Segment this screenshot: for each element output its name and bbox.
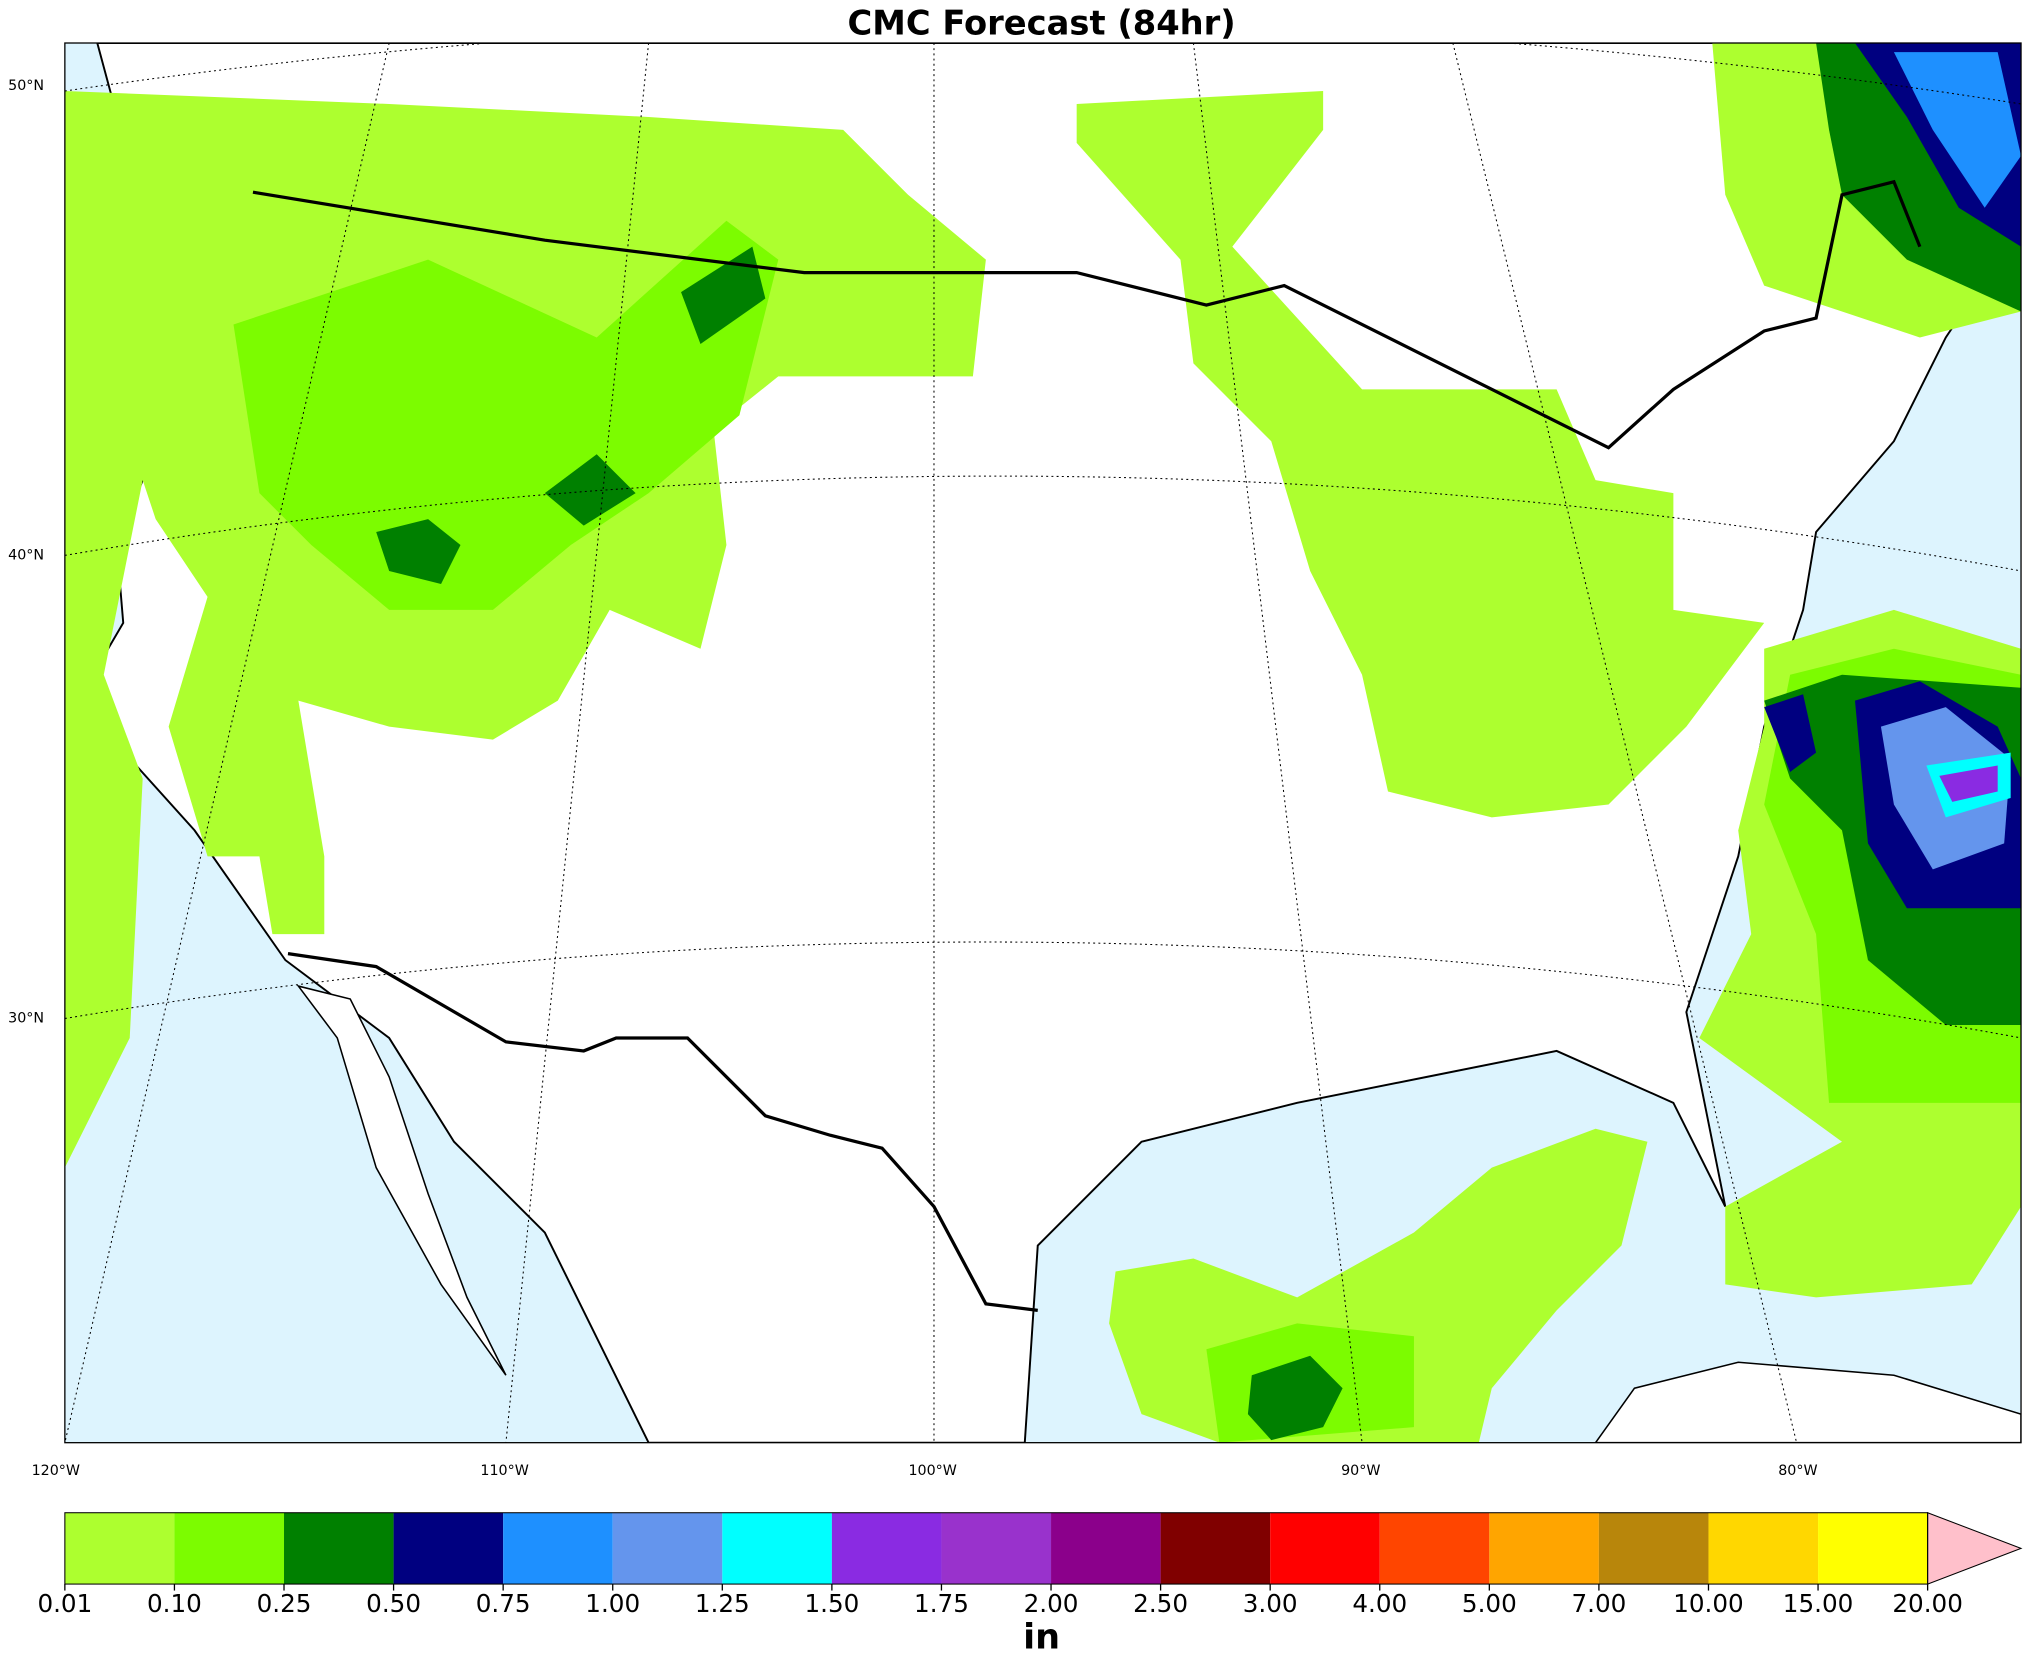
colorbar-frame: [64, 1512, 1929, 1585]
cuba: [1594, 1361, 2022, 1443]
colorbar-tick-label: 2.00: [1024, 1589, 1079, 1618]
colorbar-tick-label: 0.10: [147, 1589, 202, 1618]
colorbar-tick-label: 10.00: [1673, 1589, 1744, 1618]
colorbar-bin: [1379, 1512, 1490, 1585]
colorbar-bin: [941, 1512, 1052, 1585]
colorbar-tick-label: 0.01: [37, 1589, 92, 1618]
lon-label: 110°W: [480, 1463, 528, 1479]
us-canada-border: [252, 179, 1922, 450]
lon-label: 80°W: [1778, 1463, 1817, 1479]
colorbar-tick-label: 1.50: [804, 1589, 859, 1618]
colorbar-tick-label: 4.00: [1352, 1589, 1407, 1618]
colorbar-bin: [722, 1512, 832, 1585]
colorbar-tick-label: 0.50: [366, 1589, 421, 1618]
colorbar-tick-label: 5.00: [1462, 1589, 1517, 1618]
precip-west-heavy: [376, 246, 766, 584]
colorbar-tick-label: 1.25: [695, 1589, 750, 1618]
lat-label: 30°N: [8, 1010, 44, 1026]
colorbar-tick-label: 3.00: [1243, 1589, 1298, 1618]
colorbar-tick-label: 7.00: [1571, 1589, 1626, 1618]
colorbar-bin: [831, 1512, 942, 1585]
us-mexico-border: [287, 952, 1038, 1312]
colorbar-tick-label: 0.75: [476, 1589, 531, 1618]
colorbar-tick-label: 1.00: [585, 1589, 640, 1618]
precip-gulf-heavy: [1247, 1355, 1343, 1441]
colorbar-tick-label: 20.00: [1892, 1589, 1963, 1618]
map-frame: [64, 42, 2022, 1444]
colorbar-tick-label: 0.25: [257, 1589, 312, 1618]
precip-west-mid: [233, 220, 779, 610]
colorbar-bin: [64, 1512, 175, 1585]
precip-northeast: [1076, 91, 1765, 818]
lat-label: 40°N: [8, 547, 44, 563]
graticule: [64, 43, 2022, 1443]
colorbar-bin: [1708, 1512, 1819, 1585]
colorbar-bin: [503, 1512, 613, 1585]
map-title: CMC Forecast (84hr): [848, 3, 1236, 42]
colorbar: 0.01 0.10 0.25 0.50 0.75 1.00 1.25 1.50 1.75 2.00…: [37, 1511, 2023, 1658]
colorbar-bin: [612, 1512, 723, 1585]
baja: [296, 984, 507, 1376]
colorbar-extend: [1927, 1511, 2023, 1585]
colorbar-bin: [393, 1512, 504, 1585]
colorbar-tick-label: 1.75: [914, 1589, 969, 1618]
colorbar-bin: [284, 1512, 394, 1585]
colorbar-tick-label: 2.50: [1133, 1589, 1188, 1618]
map: [64, 42, 2022, 1444]
geo-labels: 50°N 40°N 30°N 120°W 110°W 100°W 90°W 80°W: [8, 78, 1817, 1479]
precip-atlantic-core: [1939, 765, 1998, 802]
lat-label: 50°N: [8, 78, 44, 94]
colorbar-bin: [1051, 1512, 1161, 1585]
colorbar-bin: [1160, 1512, 1271, 1585]
precip-canada-east-core: [1893, 52, 2022, 208]
colorbar-tick-label: 15.00: [1783, 1589, 1854, 1618]
colorbar-bin: [174, 1512, 285, 1585]
lon-label: 100°W: [908, 1463, 956, 1479]
colorbar-bin: [1818, 1512, 1928, 1585]
colorbar-bin: [1270, 1512, 1380, 1585]
colorbar-bin: [1598, 1512, 1709, 1585]
colorbar-bin: [1489, 1512, 1599, 1585]
colorbar-label: in: [1023, 1617, 1060, 1658]
lon-label: 90°W: [1341, 1463, 1380, 1479]
lon-label: 120°W: [32, 1463, 80, 1479]
